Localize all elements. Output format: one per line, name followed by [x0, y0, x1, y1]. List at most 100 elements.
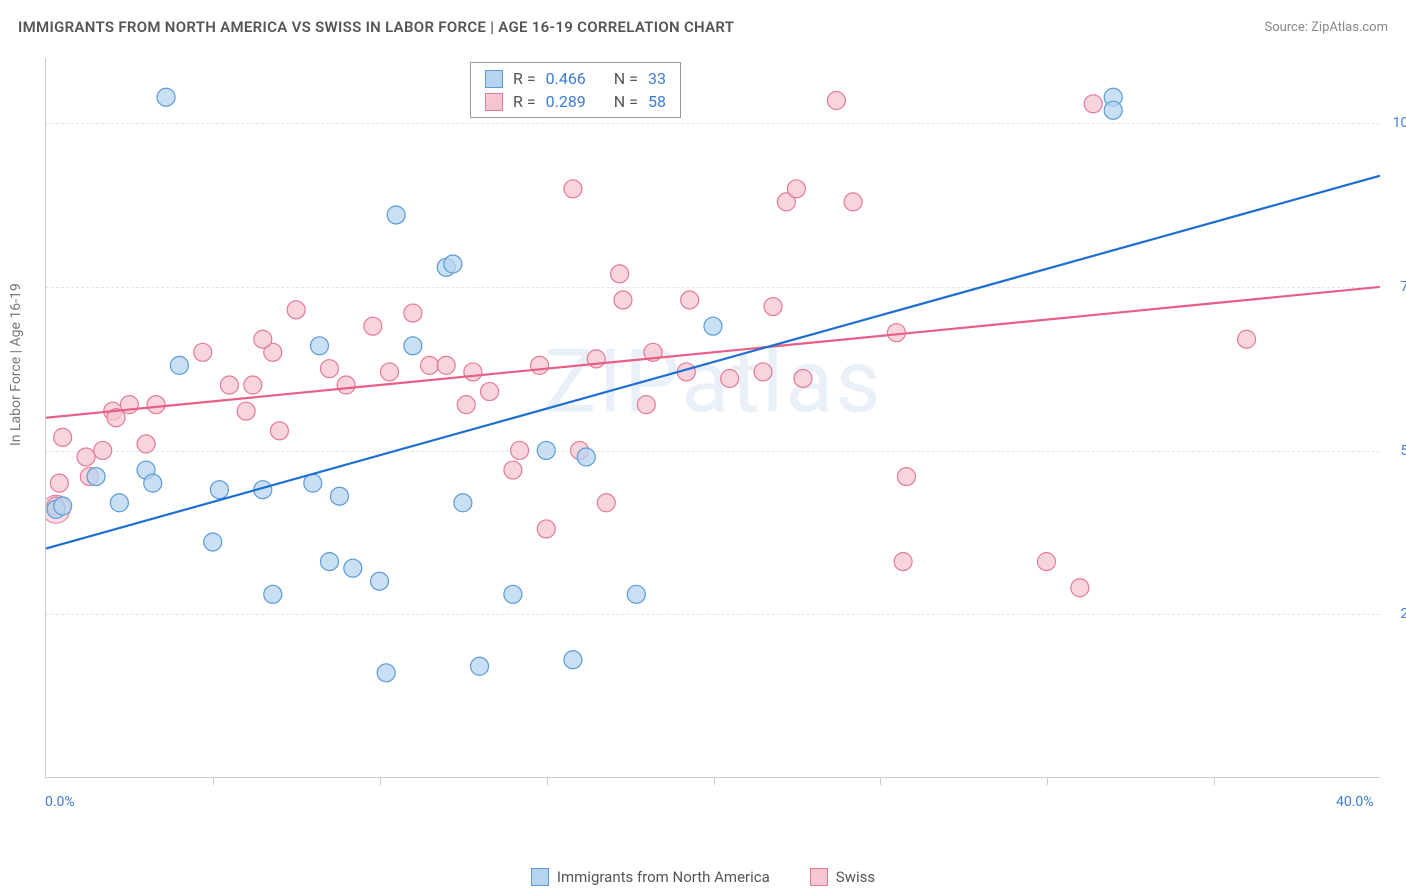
scatter-point: [264, 585, 282, 603]
scatter-point: [511, 441, 529, 459]
stat-r-label: R =: [513, 92, 536, 111]
scatter-point: [444, 255, 462, 273]
x-tick: [714, 777, 715, 785]
stat-r-label: R =: [513, 69, 536, 88]
scatter-point: [377, 664, 395, 682]
scatter-point: [387, 206, 405, 224]
header: IMMIGRANTS FROM NORTH AMERICA VS SWISS I…: [18, 18, 1388, 36]
y-tick-label: 25.0%: [1400, 606, 1406, 622]
scatter-point: [54, 497, 72, 515]
scatter-point: [1071, 579, 1089, 597]
scatter-point: [50, 474, 68, 492]
scatter-point: [1104, 101, 1122, 119]
stat-r-value: 0.466: [546, 69, 586, 88]
stats-row: R = 0.466 N = 33: [485, 67, 666, 90]
scatter-point: [537, 520, 555, 538]
scatter-point: [244, 376, 262, 394]
scatter-point: [144, 474, 162, 492]
stats-row: R =0.289N =58: [485, 90, 666, 113]
scatter-point: [220, 376, 238, 394]
scatter-point: [721, 369, 739, 387]
legend-label: Swiss: [836, 868, 875, 886]
scatter-point: [754, 363, 772, 381]
scatter-point: [157, 88, 175, 106]
source-label: Source: ZipAtlas.com: [1264, 20, 1388, 35]
scatter-point: [564, 651, 582, 669]
x-tick: [213, 777, 214, 785]
scatter-point: [77, 448, 95, 466]
scatter-point: [170, 356, 188, 374]
scatter-point: [147, 396, 165, 414]
plot-svg: [46, 58, 1380, 777]
scatter-point: [764, 298, 782, 316]
stat-r-value: 0.289: [546, 92, 586, 111]
scatter-point: [577, 448, 595, 466]
scatter-point: [371, 572, 389, 590]
scatter-point: [794, 369, 812, 387]
regression-line: [46, 287, 1380, 418]
legend-item: Swiss: [810, 868, 875, 886]
scatter-point: [897, 468, 915, 486]
scatter-point: [1037, 553, 1055, 571]
scatter-point: [381, 363, 399, 381]
scatter-point: [1238, 330, 1256, 348]
x-tick: [1214, 777, 1215, 785]
bottom-legend: Immigrants from North America Swiss: [0, 868, 1406, 886]
y-tick-label: 50.0%: [1400, 443, 1406, 459]
scatter-point: [421, 356, 439, 374]
scatter-point: [94, 441, 112, 459]
scatter-point: [454, 494, 472, 512]
stat-n-label: N =: [614, 69, 638, 88]
scatter-point: [254, 330, 272, 348]
plot-area: ZIPatlas 25.0%50.0%75.0%100.0%: [45, 58, 1380, 778]
scatter-point: [344, 559, 362, 577]
scatter-point: [237, 402, 255, 420]
y-axis-label: In Labor Force | Age 16-19: [8, 283, 24, 446]
scatter-point: [681, 291, 699, 309]
scatter-point: [787, 180, 805, 198]
chart-container: IMMIGRANTS FROM NORTH AMERICA VS SWISS I…: [0, 0, 1406, 892]
scatter-point: [54, 428, 72, 446]
scatter-point: [611, 265, 629, 283]
regression-line: [46, 176, 1380, 549]
scatter-point: [194, 343, 212, 361]
scatter-point: [704, 317, 722, 335]
scatter-point: [504, 461, 522, 479]
x-tick-label: 0.0%: [45, 794, 75, 810]
scatter-point: [457, 396, 475, 414]
scatter-point: [844, 193, 862, 211]
scatter-point: [404, 304, 422, 322]
scatter-point: [210, 481, 228, 499]
scatter-point: [204, 533, 222, 551]
legend-swatch: [485, 93, 503, 111]
scatter-point: [471, 657, 489, 675]
scatter-point: [1084, 95, 1102, 113]
x-tick: [380, 777, 381, 785]
scatter-point: [531, 356, 549, 374]
scatter-point: [310, 337, 328, 355]
scatter-point: [464, 363, 482, 381]
plot-inner: ZIPatlas 25.0%50.0%75.0%100.0%: [46, 58, 1380, 777]
scatter-point: [364, 317, 382, 335]
legend-label: Immigrants from North America: [557, 868, 770, 886]
legend-swatch: [810, 868, 828, 886]
y-tick-label: 75.0%: [1400, 279, 1406, 295]
scatter-point: [627, 585, 645, 603]
scatter-point: [564, 180, 582, 198]
stat-n-value: 33: [648, 69, 666, 88]
scatter-point: [287, 301, 305, 319]
scatter-point: [537, 441, 555, 459]
stats-legend-box: R =0.466N =33R =0.289N =58: [470, 62, 681, 118]
scatter-point: [437, 356, 455, 374]
scatter-point: [137, 435, 155, 453]
chart-title: IMMIGRANTS FROM NORTH AMERICA VS SWISS I…: [18, 18, 734, 36]
scatter-point: [110, 494, 128, 512]
x-tick: [1047, 777, 1048, 785]
scatter-point: [337, 376, 355, 394]
y-tick-label: 100.0%: [1393, 115, 1406, 131]
scatter-point: [894, 553, 912, 571]
scatter-point: [504, 585, 522, 603]
scatter-point: [320, 360, 338, 378]
scatter-point: [827, 92, 845, 110]
scatter-point: [597, 494, 615, 512]
